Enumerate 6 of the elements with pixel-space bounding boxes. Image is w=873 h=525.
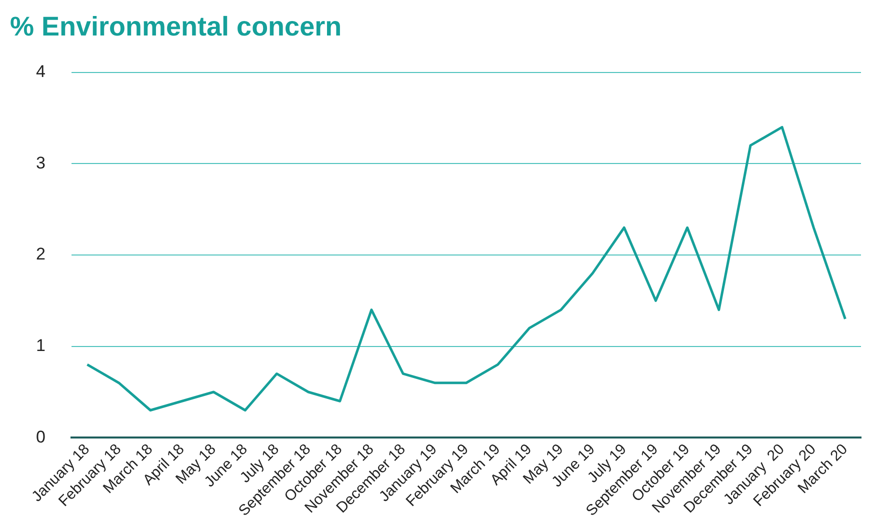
chart-title: % Environmental concern (10, 12, 342, 42)
y-tick-label: 4 (36, 62, 46, 82)
y-tick-label: 3 (36, 153, 46, 172)
y-tick-label: 0 (36, 427, 46, 446)
y-tick-label: 1 (36, 336, 46, 356)
y-tick-label: 2 (36, 244, 46, 264)
